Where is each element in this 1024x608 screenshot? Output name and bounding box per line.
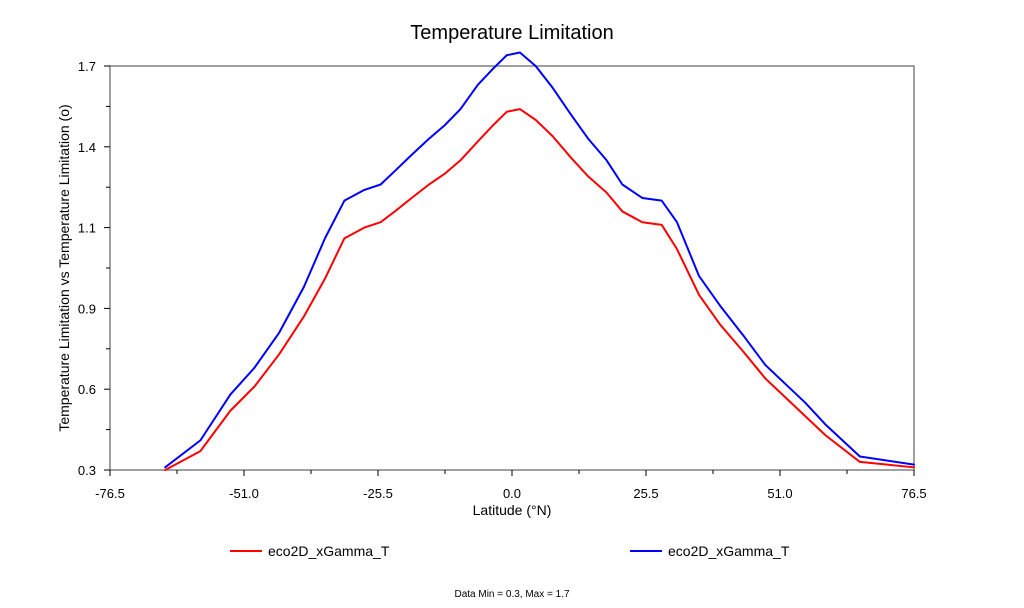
y-tick-label: 0.3: [78, 463, 96, 478]
x-tick-label: -51.0: [229, 486, 259, 501]
y-tick-label: 1.4: [78, 140, 96, 155]
legend-label-series-1: eco2D_xGamma_T: [268, 543, 390, 559]
chart-title: Temperature Limitation: [410, 22, 613, 44]
x-tick-label: 51.0: [767, 486, 792, 501]
x-axis-label: Latitude (°N): [473, 502, 552, 518]
series-line-2: [164, 51, 915, 469]
y-axis-ticks: 0.3 0.6 0.9 1.1 1.4 1.7: [78, 59, 110, 478]
data-range-note: Data Min = 0.3, Max = 1.7: [454, 589, 569, 600]
y-axis-label: Temperature Limitation vs Temperature Li…: [56, 104, 72, 431]
y-tick-label: 0.6: [78, 382, 96, 397]
series-line-1: [164, 108, 915, 471]
x-tick-label: 25.5: [633, 486, 658, 501]
y-tick-label: 1.1: [78, 221, 96, 236]
y-tick-label: 0.9: [78, 301, 96, 316]
y-tick-label: 1.7: [78, 59, 96, 74]
x-tick-label: -76.5: [95, 486, 125, 501]
legend: eco2D_xGamma_T eco2D_xGamma_T: [230, 543, 790, 559]
x-tick-label: -25.5: [363, 486, 393, 501]
x-tick-label: 76.5: [901, 486, 926, 501]
legend-label-series-2: eco2D_xGamma_T: [668, 543, 790, 559]
x-tick-label: 0.0: [503, 486, 521, 501]
x-axis-ticks: -76.5 -51.0 -25.5 0.0 25.5 51.0 76.5: [95, 470, 927, 501]
series-layer: [164, 51, 915, 471]
